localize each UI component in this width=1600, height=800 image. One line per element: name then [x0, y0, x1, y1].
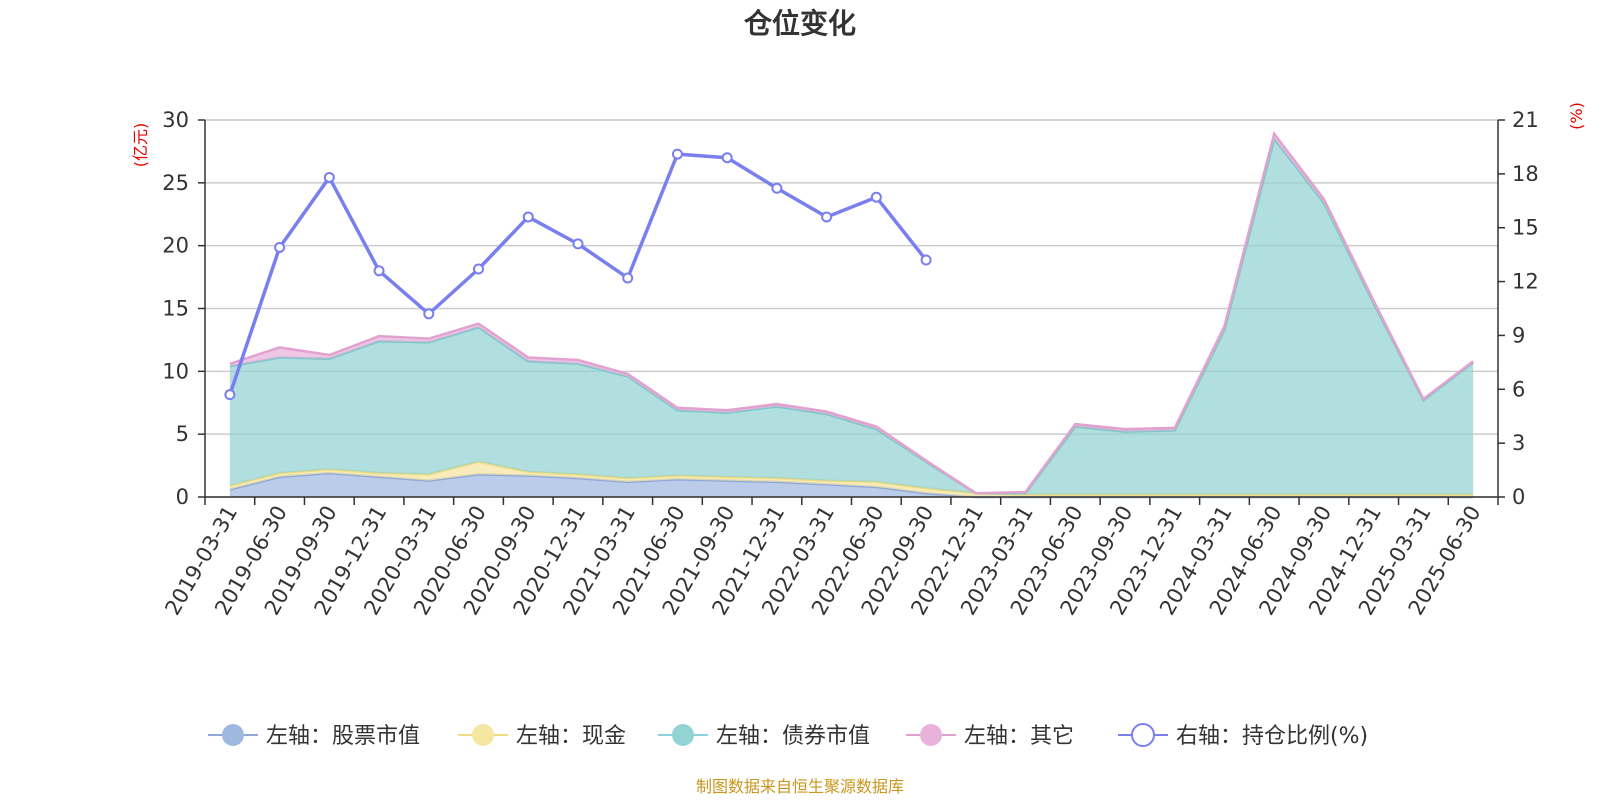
- left-tick-label-1: 5: [176, 422, 189, 446]
- left-axis-unit: (亿元): [131, 123, 150, 168]
- right-tick-label-2: 6: [1512, 377, 1525, 401]
- legend-label-1: 左轴：现金: [516, 724, 626, 749]
- legend-label-0: 左轴：股票市值: [266, 724, 420, 749]
- ratio-point-10: [721, 152, 733, 164]
- ratio-point-8: [622, 272, 634, 284]
- right-tick-label-3: 9: [1512, 323, 1525, 347]
- ratio-point-4: [423, 308, 435, 320]
- ratio-point-1: [274, 241, 286, 253]
- data-source-note: 制图数据来自恒生聚源数据库: [696, 777, 904, 796]
- right-tick-label-1: 3: [1512, 431, 1525, 455]
- legend-label-4: 右轴：持仓比例(%): [1176, 724, 1368, 749]
- legend-marker-0: [222, 724, 244, 746]
- ratio-point-9: [671, 148, 683, 160]
- left-tick-label-3: 15: [162, 297, 189, 321]
- ratio-point-11: [771, 182, 783, 194]
- left-tick-label-2: 10: [162, 359, 189, 383]
- ratio-point-13: [870, 191, 882, 203]
- legend-marker-2: [672, 724, 694, 746]
- ratio-point-6: [522, 211, 534, 223]
- ratio-point-12: [821, 211, 833, 223]
- right-tick-label-5: 15: [1512, 216, 1539, 240]
- legend-label-3: 左轴：其它: [964, 724, 1074, 749]
- ratio-point-5: [473, 263, 485, 275]
- ratio-point-3: [373, 265, 385, 277]
- legend-marker-4: [1131, 723, 1155, 747]
- area-series: [229, 131, 1474, 499]
- chart-title: 仓位变化: [744, 7, 856, 40]
- legend-marker-3: [920, 724, 942, 746]
- left-tick-label-4: 20: [162, 234, 189, 258]
- left-tick-label-6: 30: [162, 108, 189, 132]
- right-tick-label-0: 0: [1512, 485, 1525, 509]
- right-tick-label-6: 18: [1512, 162, 1539, 186]
- area-band-2: [229, 138, 1474, 495]
- ratio-point-0: [224, 389, 236, 401]
- right-axis-unit: (%): [1567, 102, 1586, 130]
- legend-marker-1: [472, 724, 494, 746]
- right-tick-label-7: 21: [1512, 108, 1539, 132]
- legend: 左轴：股票市值 左轴：现金 左轴：债券市值 左轴：其它 右轴：持仓比例(%): [208, 723, 1368, 749]
- ratio-point-2: [323, 171, 335, 183]
- area-band-3: [229, 133, 1474, 494]
- ratio-line-series: [224, 148, 932, 401]
- legend-label-2: 左轴：债券市值: [716, 724, 870, 749]
- area-edge-3: [229, 131, 1474, 495]
- left-tick-label-0: 0: [176, 485, 189, 509]
- left-tick-label-5: 25: [162, 171, 189, 195]
- area-band-0: [229, 473, 1474, 497]
- right-tick-label-4: 12: [1512, 270, 1539, 294]
- ratio-point-14: [920, 254, 932, 266]
- ratio-point-7: [572, 238, 584, 250]
